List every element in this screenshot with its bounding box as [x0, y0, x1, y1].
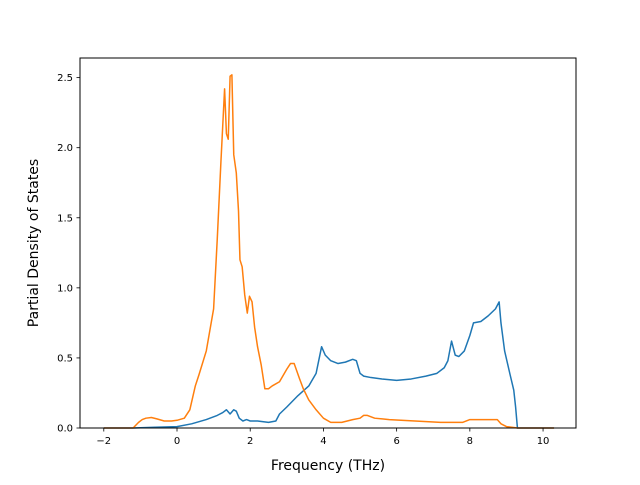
y-tick-label: 1.5	[57, 213, 73, 224]
x-tick-label: 8	[467, 436, 473, 447]
x-axis-title: Frequency (THz)	[271, 458, 385, 474]
x-tick-label: 4	[320, 436, 326, 447]
x-tick-label: 6	[393, 436, 399, 447]
y-tick-label: 0.0	[57, 424, 73, 435]
series-line-2	[103, 74, 555, 429]
y-tick-label: 2.0	[57, 143, 73, 154]
x-tick-label: 0	[174, 436, 180, 447]
x-axis: −2 0 2 4 6 8 10	[96, 428, 549, 447]
series-line-1	[103, 301, 555, 429]
y-tick-label: 2.5	[57, 73, 73, 84]
y-tick-label: 0.5	[57, 353, 73, 364]
y-axis: 0.0 0.5 1.0 1.5 2.0 2.5	[57, 73, 80, 435]
y-tick-label: 1.0	[57, 283, 73, 294]
y-axis-title: Partial Density of States	[26, 159, 42, 327]
x-tick-label: −2	[96, 436, 111, 447]
plot-area-frame	[79, 57, 577, 429]
x-tick-label: 2	[247, 436, 253, 447]
series-layer	[103, 74, 555, 429]
x-tick-label: 10	[537, 436, 550, 447]
